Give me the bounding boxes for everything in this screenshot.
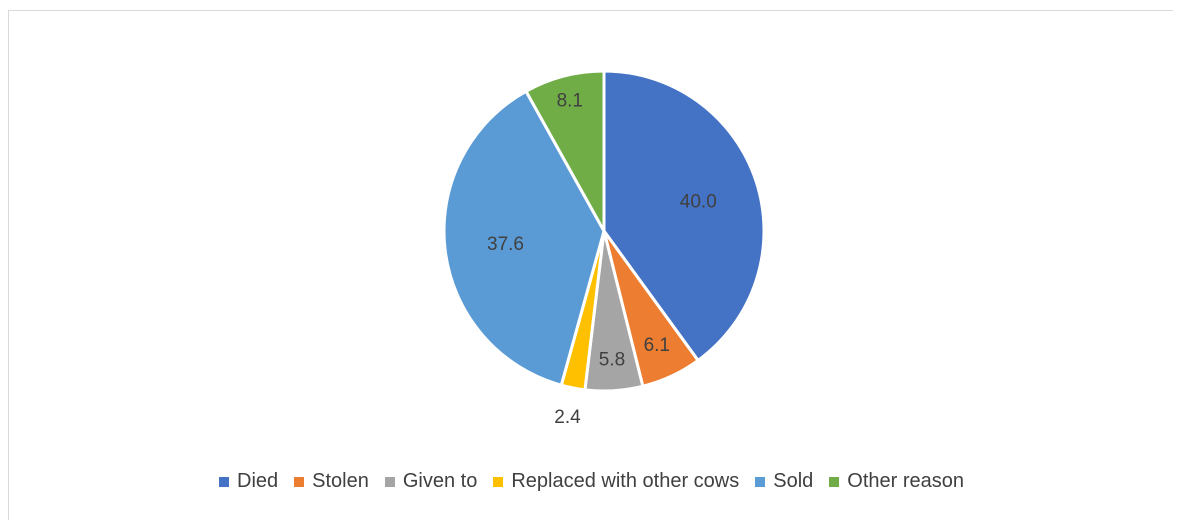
pie-slice-sold (442, 89, 606, 387)
legend-label: Other reason (847, 470, 964, 492)
legend-swatch (219, 476, 229, 487)
legend-label: Stolen (312, 470, 369, 492)
data-label-died: 40.0 (680, 191, 717, 212)
legend-swatch (493, 476, 504, 487)
legend-item-given-to: Given to (384, 470, 478, 493)
legend-label: Replaced with other cows (511, 470, 740, 492)
legend-item-died: Died (219, 470, 278, 493)
pie-data-labels: 40.0 6.1 5.8 2.4 37.6 8.1 (487, 90, 717, 428)
legend-label: Given to (402, 470, 478, 492)
legend-item-sold: Sold (755, 470, 813, 493)
data-label-given-to: 5.8 (599, 350, 625, 371)
legend-swatch (384, 476, 395, 487)
data-label-other-reason: 8.1 (557, 90, 583, 111)
pie-slice-died (602, 69, 766, 362)
data-label-sold: 37.6 (487, 234, 524, 255)
legend: Died Stolen Given to Replaced with other co… (0, 470, 1183, 493)
legend-swatch (829, 476, 840, 487)
legend-label: Died (237, 470, 279, 492)
legend-item-other-reason: Other reason (829, 470, 964, 493)
pie-slice-other-reason (524, 69, 606, 233)
data-label-replaced-with-other-cows: 2.4 (554, 407, 581, 428)
legend-label: Sold (773, 470, 814, 492)
legend-swatch (755, 476, 766, 487)
data-label-stolen: 6.1 (644, 335, 670, 356)
legend-item-replaced-with-other-cows: Replaced with other cows (493, 470, 739, 493)
pie-slices (442, 69, 766, 393)
chart-frame (8, 10, 1173, 520)
legend-swatch (294, 476, 305, 487)
legend-item-stolen: Stolen (294, 470, 369, 493)
